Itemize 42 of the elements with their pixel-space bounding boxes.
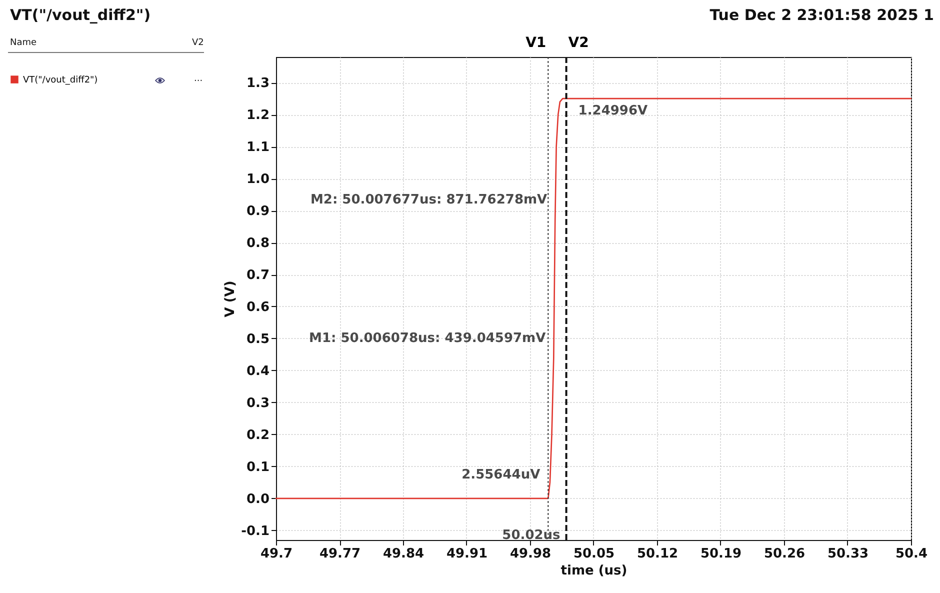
text: VT("/vout_diff2")	[10, 6, 151, 24]
y-tick-label: 0.1	[246, 460, 270, 475]
y-tick-label: 0.4	[246, 364, 270, 379]
text: ...	[194, 74, 203, 84]
y-axis-title: V (V)	[223, 280, 238, 318]
annotation: 2.55644uV	[462, 467, 540, 482]
legend-label: VT("/vout_diff2")	[23, 76, 98, 86]
x-tick-label: 50.26	[764, 546, 806, 562]
x-tick-label: 50.4	[895, 546, 928, 562]
y-tick-label: 0.9	[246, 204, 270, 220]
text: Tue Dec 2 23:01:58 2025 1	[710, 6, 934, 24]
x-tick-label: 50.12	[636, 546, 678, 562]
ref-line-label: V2	[568, 35, 589, 51]
x-tick-label: 49.98	[510, 546, 552, 562]
annotation: M1: 50.006078us: 439.04597mV	[309, 330, 546, 346]
x-tick-label: 49.91	[446, 546, 488, 562]
y-tick-label: 1.0	[246, 172, 270, 188]
y-tick-label: 0.0	[246, 492, 270, 507]
y-tick-label: 0.2	[246, 428, 270, 443]
y-tick-label: 0.5	[246, 332, 270, 347]
x-tick-label: 50.33	[827, 546, 869, 562]
annotation: 1.24996V	[578, 104, 648, 119]
y-tick-label: 1.3	[246, 76, 270, 92]
y-tick-label: -0.1	[241, 524, 270, 539]
x-tick-label: 49.7	[260, 546, 293, 562]
ref-line-label: V1	[526, 35, 546, 51]
annotation: M2: 50.007677us: 871.76278mV	[310, 192, 548, 208]
text: V2	[192, 38, 204, 48]
x-tick-label: 50.19	[700, 546, 742, 562]
x-tick-label: 49.77	[319, 546, 361, 562]
y-tick-label: 0.8	[246, 236, 270, 252]
y-tick-label: 0.6	[246, 300, 270, 315]
x-axis-title: time (us)	[560, 564, 628, 578]
text: Name	[10, 38, 37, 48]
y-tick-label: 0.7	[246, 268, 270, 284]
annotation: 50.02us	[502, 528, 561, 543]
y-tick-label: 1.2	[246, 108, 270, 124]
y-tick-label: 1.1	[246, 140, 270, 156]
x-tick-label: 49.84	[382, 546, 424, 562]
line-series	[275, 98, 912, 500]
y-tick-label: 0.3	[246, 396, 270, 411]
x-tick-label: 50.05	[573, 546, 615, 562]
